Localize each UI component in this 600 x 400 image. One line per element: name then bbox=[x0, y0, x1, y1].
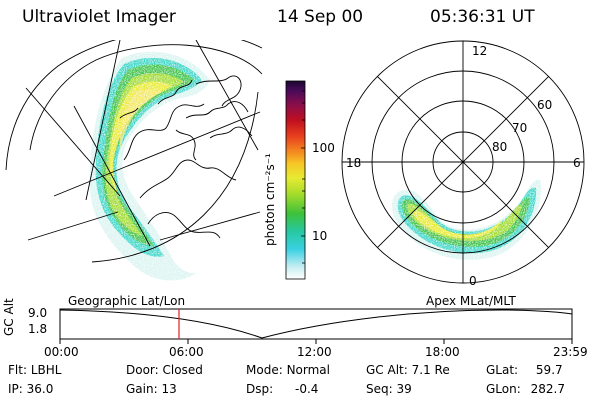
date-label: 14 Sep 00 bbox=[277, 7, 364, 27]
altitude-x-tick-1800: 18:00 bbox=[425, 345, 460, 359]
status-glat-label: GLat: bbox=[486, 363, 519, 377]
status-door-value: Closed bbox=[162, 363, 203, 377]
time-label: 05:36:31 UT bbox=[430, 7, 535, 27]
status-mode-value: Normal bbox=[286, 363, 330, 377]
geographic-grid bbox=[5, 40, 263, 263]
status-gcalt-value: 7.1 Re bbox=[411, 363, 450, 377]
status-ip-value: 36.0 bbox=[26, 382, 54, 396]
status-seq: Seq: 39 bbox=[366, 382, 412, 396]
status-gain-label: Gain: bbox=[126, 382, 158, 396]
geographic-panel bbox=[5, 40, 263, 285]
altitude-y-tick-9: 9.0 bbox=[28, 306, 48, 320]
status-dsp: Dsp: -0.4 bbox=[246, 382, 318, 396]
status-glon-label: GLon: bbox=[486, 382, 521, 396]
colorbar-unit-label: photon cm⁻²s⁻¹ bbox=[263, 153, 277, 246]
status-door: Door: Closed bbox=[126, 363, 203, 377]
colorbar-tick-100: 100 bbox=[312, 141, 335, 155]
status-flt-label: Flt: bbox=[8, 363, 27, 377]
altitude-axis-title: GC Alt bbox=[2, 298, 16, 336]
altitude-curve bbox=[59, 309, 573, 339]
geographic-panel-label: Geographic Lat/Lon bbox=[68, 294, 186, 308]
status-flt: Flt: LBHL bbox=[8, 363, 61, 377]
status-door-label: Door: bbox=[126, 363, 159, 377]
mlat-label-80: 80 bbox=[492, 140, 508, 154]
status-mode: Mode: Normal bbox=[246, 363, 330, 377]
apex-polar-panel bbox=[341, 40, 585, 284]
status-gain: Gain: 13 bbox=[126, 382, 177, 396]
colorbar bbox=[285, 80, 306, 280]
mlt-label-12: 12 bbox=[472, 44, 488, 58]
altitude-x-tick-1200: 12:00 bbox=[297, 345, 332, 359]
status-flt-value: LBHL bbox=[30, 363, 62, 377]
geographic-coastlines bbox=[119, 75, 253, 239]
mlat-label-60: 60 bbox=[537, 98, 553, 112]
status-glon: GLon: 282.7 bbox=[486, 382, 565, 396]
colorbar-tick-10: 10 bbox=[312, 229, 328, 243]
status-glat-value: 59.7 bbox=[535, 363, 563, 377]
mlt-label-0: 0 bbox=[469, 274, 477, 288]
mlt-label-18: 18 bbox=[346, 156, 362, 170]
instrument-title: Ultraviolet Imager bbox=[22, 7, 176, 27]
apex-panel-label: Apex MLat/MLT bbox=[426, 294, 516, 308]
status-glon-value: 282.7 bbox=[530, 382, 565, 396]
altitude-x-tick-2359: 23:59 bbox=[553, 345, 588, 359]
status-ip-label: IP: bbox=[8, 382, 23, 396]
altitude-x-tick-0000: 00:00 bbox=[44, 345, 79, 359]
status-seq-value: 39 bbox=[396, 382, 412, 396]
status-gcalt: GC Alt: 7.1 Re bbox=[366, 363, 450, 377]
altitude-y-tick-1-8: 1.8 bbox=[28, 322, 48, 336]
mlat-label-70: 70 bbox=[512, 121, 528, 135]
status-gcalt-label: GC Alt: bbox=[366, 363, 408, 377]
colorbar-ticks bbox=[301, 90, 305, 264]
status-glat: GLat: 59.7 bbox=[486, 363, 563, 377]
status-mode-label: Mode: bbox=[246, 363, 283, 377]
status-ip: IP: 36.0 bbox=[8, 382, 53, 396]
status-gain-value: 13 bbox=[161, 382, 177, 396]
mlt-label-6: 6 bbox=[573, 156, 581, 170]
aurora-geographic bbox=[80, 40, 220, 285]
status-seq-label: Seq: bbox=[366, 382, 393, 396]
altitude-x-ticks bbox=[59, 339, 573, 344]
status-dsp-value: -0.4 bbox=[294, 382, 319, 396]
status-dsp-label: Dsp: bbox=[246, 382, 274, 396]
polar-grid bbox=[341, 40, 585, 284]
altitude-plot bbox=[59, 308, 573, 344]
altitude-x-tick-0600: 06:00 bbox=[169, 345, 204, 359]
